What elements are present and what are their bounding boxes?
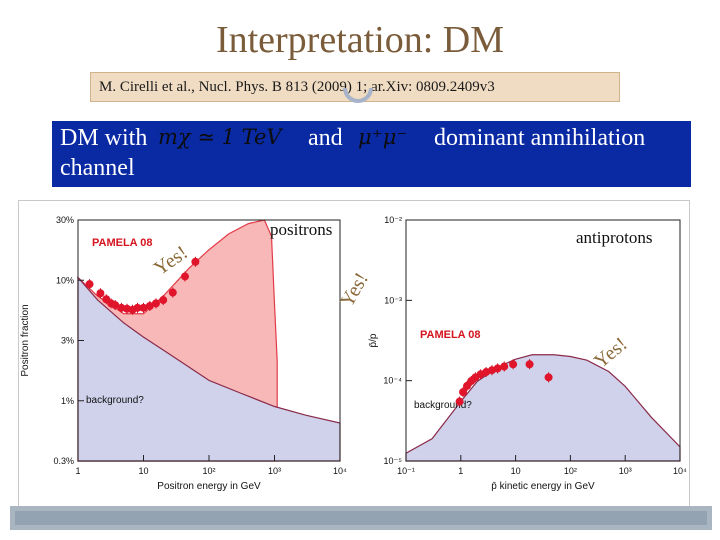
x-tick-label: 10 [511, 466, 521, 476]
banner-line2: channel [60, 155, 135, 181]
footer-bar-inner [15, 511, 707, 525]
summary-banner: DM with mχ ≃ 1 TeV and μ⁺μ⁻ dominant ann… [52, 121, 691, 187]
x-tick-label: 1 [458, 466, 463, 476]
data-point [525, 360, 534, 369]
y-axis-label: p̄/p [368, 333, 379, 347]
reference-citation: M. Cirelli et al., Nucl. Phys. B 813 (20… [90, 72, 620, 102]
y-tick-label: 10⁻³ [384, 295, 402, 305]
antiprotons-label: antiprotons [576, 228, 653, 247]
x-tick-label: 10² [202, 466, 215, 476]
y-tick-label: 0.3% [53, 456, 74, 466]
data-point [139, 303, 148, 312]
data-point [85, 280, 94, 289]
legend-pamela: PAMELA 08 [92, 237, 153, 249]
data-point [180, 272, 189, 281]
banner-suffix: dominant annihilation [434, 125, 646, 151]
positrons-label: positrons [270, 220, 333, 239]
antiproton-ratio-chart: 10⁻¹ 1 10 10² 10³ 10⁴ 10⁻⁵ 10⁻⁴ 10⁻³ 10⁻² p̄ kinet… [368, 215, 687, 492]
background-label: background? [86, 395, 144, 406]
data-point [145, 302, 154, 311]
decorative-ring-icon [343, 87, 373, 103]
data-point [509, 360, 518, 369]
y-tick-label: 1% [61, 396, 74, 406]
y-tick-label: 30% [56, 215, 74, 225]
y-tick-label: 10⁻⁴ [383, 376, 402, 386]
data-point [191, 257, 200, 266]
y-tick-label: 10⁻⁵ [384, 456, 403, 466]
plot-frame [405, 219, 681, 462]
background-area [77, 275, 341, 462]
data-point [459, 388, 468, 397]
y-tick-label: 10% [56, 275, 74, 285]
banner-middle: and [308, 125, 343, 151]
x-tick-label: 1 [75, 466, 80, 476]
slide-title: Interpretation: DM [215, 19, 505, 61]
x-tick-label: 10³ [619, 466, 632, 476]
background-label: background? [414, 400, 472, 411]
data-point [544, 373, 553, 382]
positron-fraction-chart: 1 10 10² 10³ 10⁴ 0.3% 1% 3% 10% 30% Positron energ… [20, 215, 347, 492]
background-area [405, 354, 681, 462]
data-point [455, 397, 464, 406]
y-tick-label: 3% [61, 336, 74, 346]
x-axis-label: Positron energy in GeV [157, 481, 261, 492]
banner-mass-formula: mχ ≃ 1 TeV [158, 125, 282, 149]
x-tick-label: 10⁻¹ [397, 466, 415, 476]
data-point [111, 301, 120, 310]
data-point [133, 303, 142, 312]
x-axis-label: p̄ kinetic energy in GeV [491, 481, 595, 492]
x-tick-label: 10² [564, 466, 577, 476]
data-point [96, 289, 105, 298]
x-tick-label: 10⁴ [673, 466, 687, 476]
banner-prefix: DM with [60, 125, 148, 151]
x-tick-label: 10 [138, 466, 148, 476]
x-tick-label: 10³ [268, 466, 281, 476]
y-tick-label: 10⁻² [384, 215, 402, 225]
x-tick-label: 10⁴ [333, 466, 347, 476]
banner-channel-formula: μ⁺μ⁻ [358, 125, 408, 149]
data-point [159, 296, 168, 305]
legend-pamela: PAMELA 08 [420, 329, 481, 341]
data-point [151, 299, 160, 308]
data-point [168, 288, 177, 297]
y-axis-label: Positron fraction [20, 304, 31, 376]
data-point [493, 364, 502, 373]
data-point [500, 362, 509, 371]
